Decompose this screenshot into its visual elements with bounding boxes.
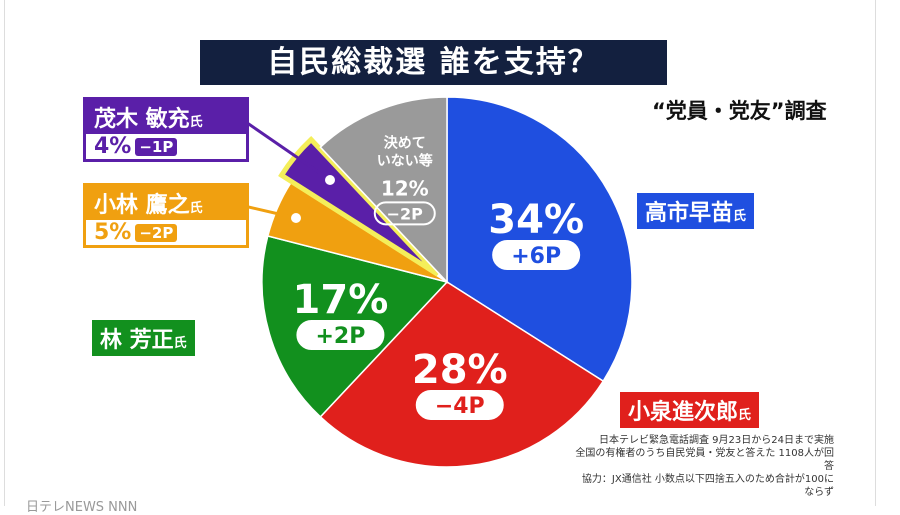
change-badge <box>296 319 385 350</box>
pie-slice <box>319 281 605 468</box>
percent-label: 17% <box>293 277 389 323</box>
change-label: +6P <box>511 244 561 269</box>
chart-title: 自民総裁選 誰を支持？ <box>200 40 667 85</box>
label-hayashi: 林 芳正氏 <box>92 320 195 356</box>
label-takaichi: 高市早苗氏 <box>637 193 755 229</box>
percent-label: 28% <box>412 347 508 393</box>
change-label: −4P <box>435 394 485 419</box>
label-koizumi: 小泉進次郎氏 <box>620 392 760 428</box>
change-badge <box>415 389 504 420</box>
label-kobayashi: 小林 鷹之氏 5% −2P <box>83 183 249 248</box>
change-badge <box>492 239 581 270</box>
change-badge <box>373 201 436 226</box>
pie-slice <box>319 96 448 284</box>
leader-line-motegi <box>239 116 331 182</box>
slice-name-label: 決めていない等 <box>377 134 433 169</box>
pie-slice <box>446 96 633 383</box>
label-motegi: 茂木 敏充氏 4% −1P <box>83 97 249 162</box>
source-note: 日本テレビ緊急電話調査 9月23日から24日まで実施 全国の有権者のうち自民党員・… <box>575 435 834 498</box>
percent-label: 34% <box>488 197 584 243</box>
change-label: −2P <box>387 205 424 224</box>
change-label: +2P <box>315 324 365 349</box>
percent-label: 12% <box>381 176 429 200</box>
leader-line-kobayashi <box>239 203 297 220</box>
leader-dot-kobayashi <box>291 213 301 223</box>
survey-label: “党員・党友”調査 <box>652 99 827 123</box>
leader-dot-motegi <box>325 175 335 185</box>
